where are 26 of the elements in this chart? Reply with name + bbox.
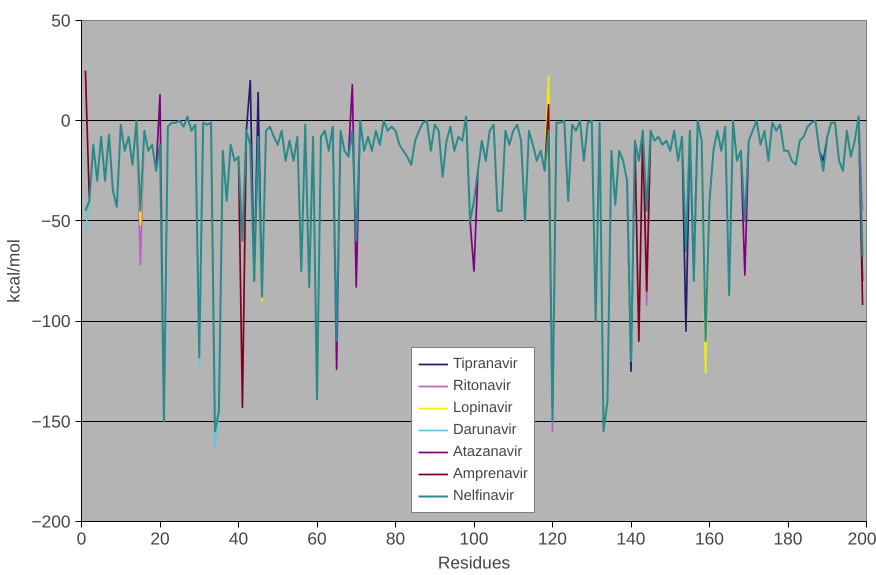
x-tick-label: 180 xyxy=(774,528,802,548)
legend-label: Darunavir xyxy=(453,422,517,438)
y-tick-label: 50 xyxy=(51,10,71,30)
y-axis-title: kcal/mol xyxy=(3,239,24,303)
legend-label: Atazanavir xyxy=(453,444,522,460)
x-tick-label: 40 xyxy=(228,528,248,548)
y-tick-label: −100 xyxy=(31,311,70,332)
y-tick-label: −150 xyxy=(31,411,70,432)
x-tick-label: 100 xyxy=(460,528,488,548)
x-tick-label: 80 xyxy=(386,528,406,548)
y-tick-label: −50 xyxy=(41,210,71,231)
legend-label: Tipranavir xyxy=(453,356,518,372)
x-axis-title: Residues xyxy=(438,552,510,572)
y-tick-label: −200 xyxy=(31,512,70,532)
x-tick-label: 60 xyxy=(307,528,327,548)
y-tick-label: 0 xyxy=(60,110,71,131)
x-tick-label: 200 xyxy=(848,528,876,548)
legend-label: Nelfinavir xyxy=(453,488,514,504)
legend-label: Ritonavir xyxy=(453,378,511,394)
x-tick-label: 140 xyxy=(616,528,646,548)
legend-label: Lopinavir xyxy=(453,400,512,416)
x-tick-label: 0 xyxy=(76,528,86,548)
legend-label: Amprenavir xyxy=(453,466,528,482)
x-tick-label: 20 xyxy=(150,528,170,548)
x-tick-label: 120 xyxy=(538,528,567,548)
x-tick-label: 160 xyxy=(695,528,724,548)
